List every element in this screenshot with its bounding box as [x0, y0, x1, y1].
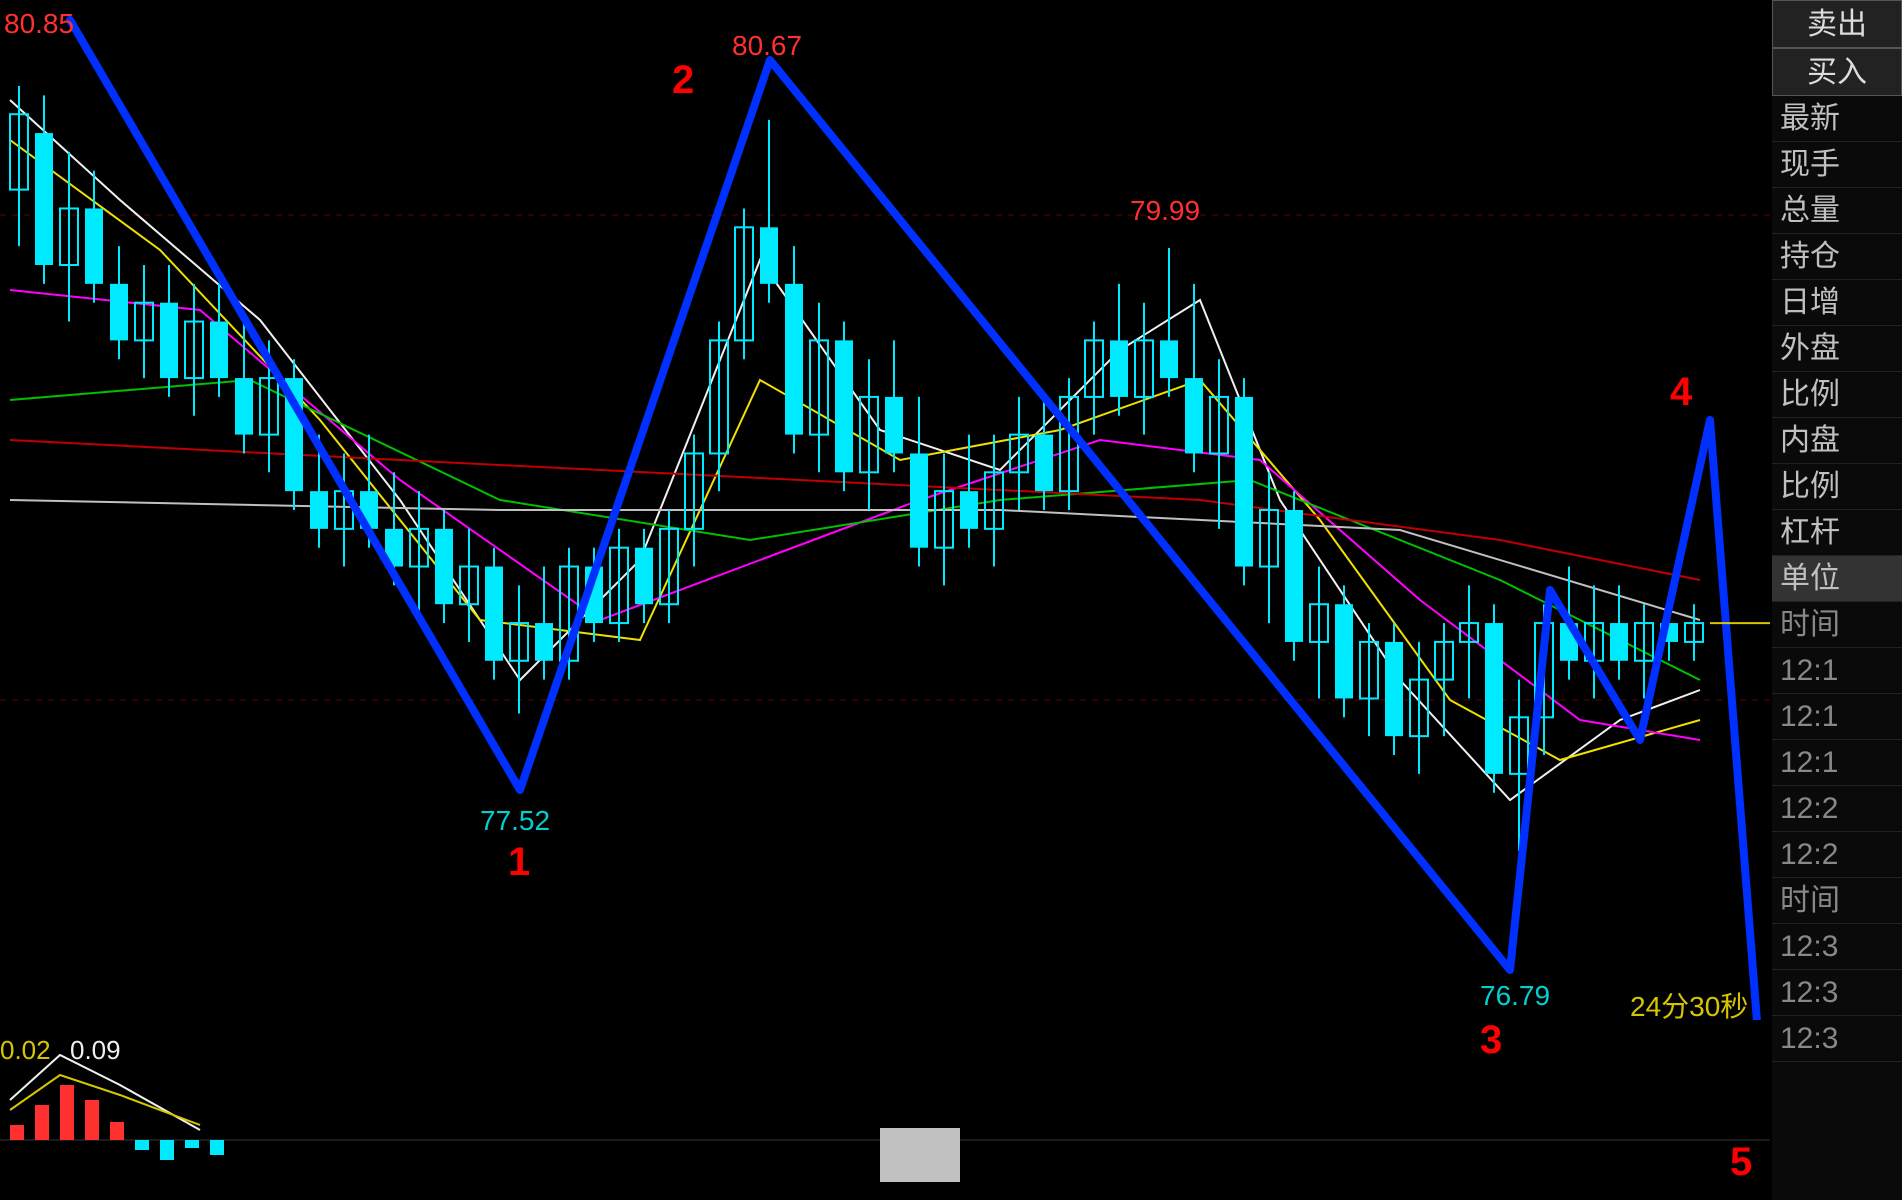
sidebar-时间: 时间 [1772, 878, 1902, 924]
price-label: 80.85 [4, 8, 74, 40]
sidebar-总量: 总量 [1772, 188, 1902, 234]
wave-label: 1 [508, 840, 530, 885]
sidebar: 卖出买入最新现手总量持仓日增外盘比例内盘比例杠杆单位时间12:112:112:1… [1772, 0, 1902, 1200]
sidebar-持仓: 持仓 [1772, 234, 1902, 280]
price-label: 77.52 [480, 805, 550, 837]
main-chart[interactable]: 80.85 80.67 79.99 77.52 76.79 [0, 0, 1770, 1020]
countdown: 24分30秒 [1630, 985, 1748, 1025]
sidebar-时间: 时间 [1772, 602, 1902, 648]
sidebar-12:1: 12:1 [1772, 740, 1902, 786]
sidebar-最新: 最新 [1772, 96, 1902, 142]
indicator-value: 0.09 [70, 1035, 121, 1066]
sidebar-日增: 日增 [1772, 280, 1902, 326]
indicator-value: 0.02 [0, 1035, 51, 1066]
sidebar-12:3: 12:3 [1772, 1016, 1902, 1062]
wave-label: 2 [672, 58, 694, 103]
sidebar-卖出[interactable]: 卖出 [1772, 0, 1902, 48]
sidebar-现手: 现手 [1772, 142, 1902, 188]
sidebar-12:3: 12:3 [1772, 924, 1902, 970]
scrollbar-thumb[interactable] [880, 1128, 960, 1182]
sidebar-12:2: 12:2 [1772, 832, 1902, 878]
sidebar-比例: 比例 [1772, 372, 1902, 418]
price-label: 80.67 [732, 30, 802, 62]
sidebar-12:3: 12:3 [1772, 970, 1902, 1016]
wave-label: 3 [1480, 1018, 1502, 1063]
sidebar-外盘: 外盘 [1772, 326, 1902, 372]
sidebar-内盘: 内盘 [1772, 418, 1902, 464]
price-label: 76.79 [1480, 980, 1550, 1012]
sidebar-单位: 单位 [1772, 556, 1902, 602]
wave-label: 4 [1670, 370, 1692, 415]
chart-svg [0, 0, 1770, 1020]
sidebar-比例: 比例 [1772, 464, 1902, 510]
sidebar-买入[interactable]: 买入 [1772, 48, 1902, 96]
sidebar-12:1: 12:1 [1772, 694, 1902, 740]
sidebar-12:1: 12:1 [1772, 648, 1902, 694]
sidebar-12:2: 12:2 [1772, 786, 1902, 832]
price-label: 79.99 [1130, 195, 1200, 227]
wave-label: 5 [1730, 1140, 1752, 1185]
sidebar-杠杆: 杠杆 [1772, 510, 1902, 556]
